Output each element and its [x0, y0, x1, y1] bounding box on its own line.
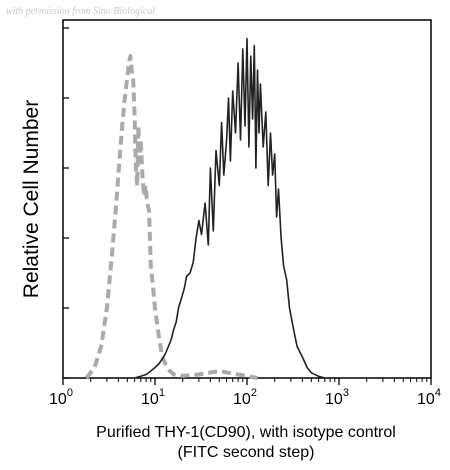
y-axis-label: Relative Cell Number — [20, 100, 43, 298]
x-tick-label: 103 — [325, 387, 349, 408]
x-tick-label: 102 — [233, 387, 257, 408]
series-group — [84, 37, 325, 380]
x-axis-ticks — [62, 378, 432, 385]
x-axis-tick-labels: 100 101 102 103 104 — [49, 387, 441, 408]
y-axis-ticks — [63, 27, 69, 379]
x-axis-label-line-2: (FITC second step) — [178, 444, 315, 461]
watermark-text: with permission from Sino Biological — [6, 6, 155, 17]
thy1-cd90-curve — [134, 37, 325, 379]
x-axis-label-line-1: Purified THY-1(CD90), with isotype contr… — [96, 424, 396, 441]
x-tick-label: 100 — [49, 387, 73, 408]
x-tick-label: 104 — [417, 387, 441, 408]
x-tick-label: 101 — [141, 387, 165, 408]
